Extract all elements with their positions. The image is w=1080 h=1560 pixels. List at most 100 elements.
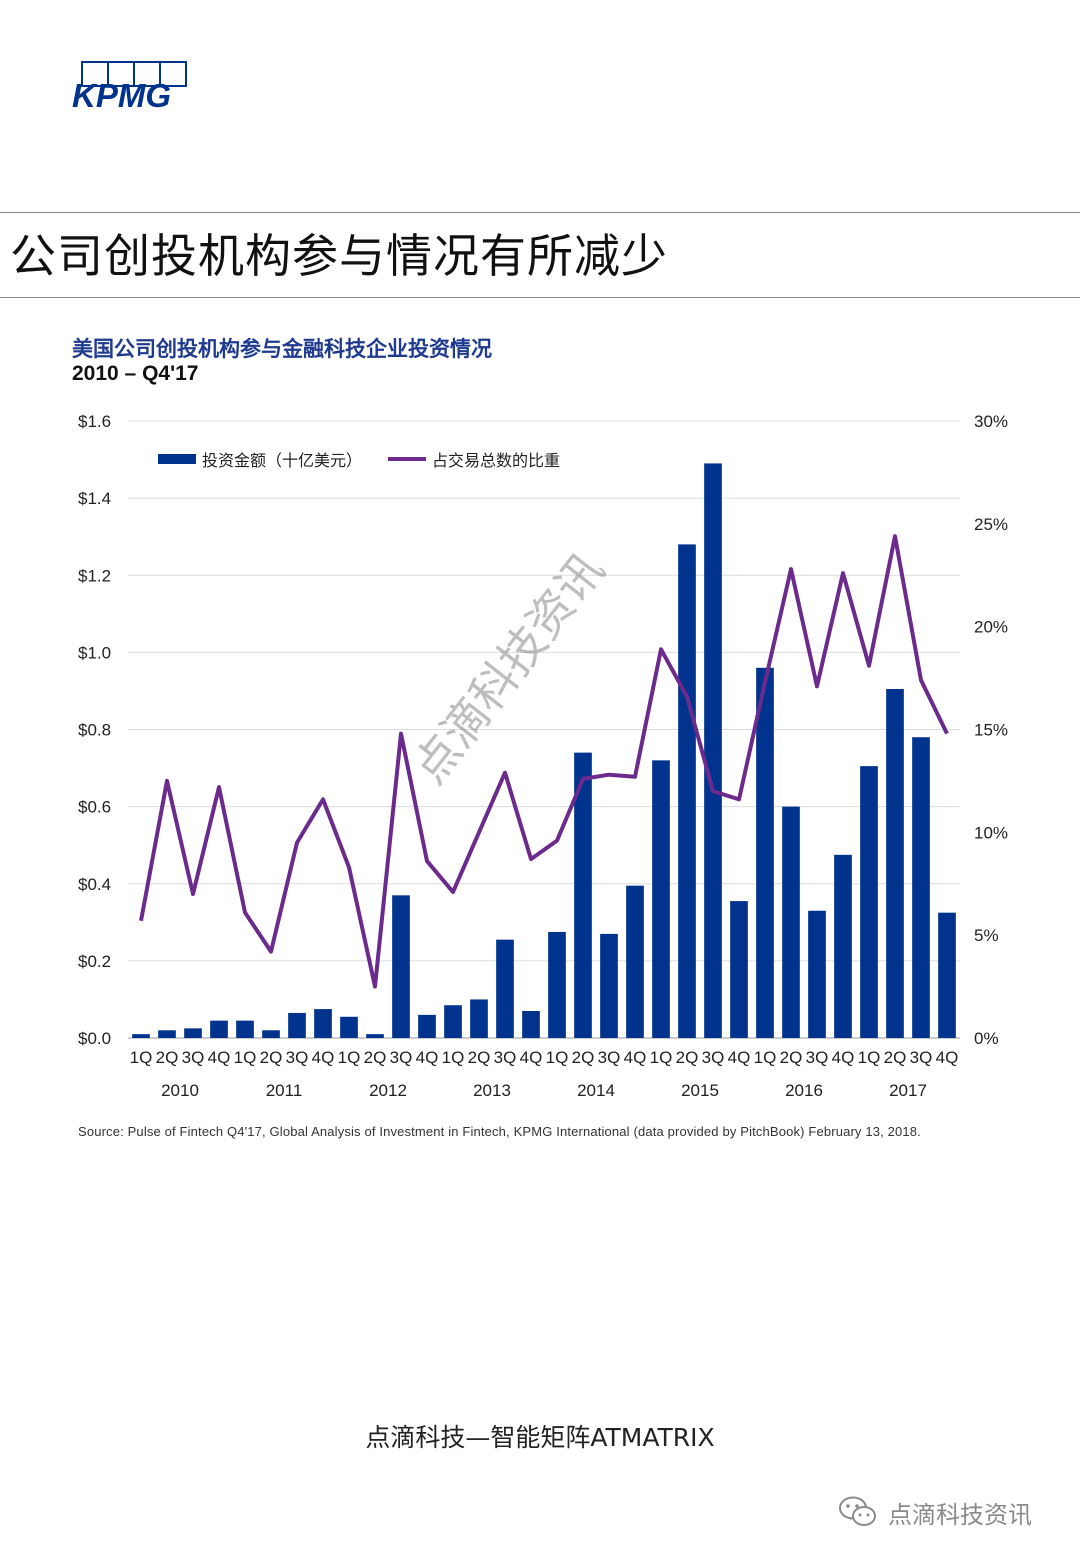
top-divider (0, 212, 1080, 213)
y-left-tick-label: $0.4 (78, 875, 111, 894)
bar (470, 999, 488, 1038)
bar (730, 901, 748, 1038)
bar (600, 933, 618, 1038)
y-left-tick-label: $0.0 (78, 1029, 111, 1048)
bar (236, 1020, 254, 1038)
y-right-tick-label: 5% (974, 926, 999, 945)
x-tick-label: 3Q (598, 1048, 621, 1067)
x-year-label: 2017 (889, 1081, 927, 1100)
wechat-icon (839, 1496, 876, 1526)
y-left-tick-label: $0.6 (78, 798, 111, 817)
bar (886, 689, 904, 1038)
y-right-tick-label: 30% (974, 412, 1008, 431)
x-tick-label: 4Q (832, 1048, 855, 1067)
bar (860, 766, 878, 1038)
y-left-tick-label: $1.2 (78, 566, 111, 585)
chart-title: 美国公司创投机构参与金融科技企业投资情况 (72, 337, 492, 361)
bar (522, 1011, 540, 1038)
x-tick-label: 3Q (702, 1048, 725, 1067)
y-right-tick-label: 10% (974, 823, 1008, 842)
bar (262, 1030, 280, 1038)
x-tick-label: 1Q (650, 1048, 673, 1067)
bar (366, 1034, 384, 1038)
bar (626, 885, 644, 1038)
x-tick-label: 1Q (130, 1048, 153, 1067)
bar (392, 895, 410, 1038)
x-tick-label: 3Q (390, 1048, 413, 1067)
bar (912, 737, 930, 1038)
bar (808, 910, 826, 1038)
x-tick-label: 3Q (182, 1048, 205, 1067)
x-year-label: 2011 (266, 1081, 303, 1100)
x-tick-label: 1Q (546, 1048, 569, 1067)
footer-text: 点滴科技—智能矩阵ATMATRIX (365, 1423, 715, 1452)
y-left-tick-label: $1.0 (78, 643, 111, 662)
bar (652, 760, 670, 1038)
x-year-label: 2014 (577, 1081, 615, 1100)
x-tick-label: 2Q (676, 1048, 699, 1067)
x-tick-label: 2Q (364, 1048, 387, 1067)
bar (314, 1009, 332, 1038)
bar (574, 752, 592, 1038)
x-tick-label: 4Q (416, 1048, 439, 1067)
bar (782, 806, 800, 1038)
x-tick-label: 4Q (520, 1048, 543, 1067)
bar (132, 1034, 150, 1038)
x-tick-label: 2Q (260, 1048, 283, 1067)
y-left-tick-label: $0.2 (78, 952, 111, 971)
bar (496, 939, 514, 1038)
x-tick-label: 3Q (494, 1048, 517, 1067)
bar (418, 1014, 436, 1038)
bar (340, 1016, 358, 1038)
wechat-account-name: 点滴科技资讯 (888, 1500, 1032, 1529)
x-tick-label: 1Q (858, 1048, 881, 1067)
wechat-badge: 点滴科技资讯 (838, 1492, 1032, 1532)
x-tick-label: 4Q (936, 1048, 959, 1067)
x-tick-label: 1Q (754, 1048, 777, 1067)
x-tick-label: 4Q (312, 1048, 335, 1067)
legend-line-label: 占交易总数的比重 (432, 452, 560, 470)
y-right-tick-label: 0% (974, 1029, 999, 1048)
bar (548, 931, 566, 1038)
bar (210, 1020, 228, 1038)
legend-bar-label: 投资金额（十亿美元） (202, 452, 362, 470)
page-title: 公司创投机构参与情况有所减少 (10, 229, 668, 283)
x-tick-label: 2Q (572, 1048, 595, 1067)
x-year-label: 2015 (681, 1081, 719, 1100)
y-right-tick-label: 20% (974, 618, 1008, 637)
x-year-label: 2012 (369, 1081, 407, 1100)
source-note: Source: Pulse of Fintech Q4'17, Global A… (78, 1124, 921, 1139)
y-left-tick-label: $0.8 (78, 721, 111, 740)
chart-subtitle: 2010 – Q4'17 (72, 362, 199, 385)
x-tick-label: 2Q (884, 1048, 907, 1067)
line-series-share (139, 534, 949, 989)
kpmg-logo: KPMG (72, 61, 187, 112)
x-tick-label: 1Q (234, 1048, 257, 1067)
x-tick-label: 4Q (208, 1048, 231, 1067)
title-divider (0, 297, 1080, 298)
x-year-label: 2013 (473, 1081, 511, 1100)
x-year-label: 2016 (785, 1081, 823, 1100)
x-tick-label: 2Q (468, 1048, 491, 1067)
bar (678, 544, 696, 1038)
bar (834, 854, 852, 1038)
bar (184, 1028, 202, 1038)
y-left-tick-label: $1.4 (78, 489, 111, 508)
bar (938, 912, 956, 1038)
y-left-tick-label: $1.6 (78, 412, 111, 431)
bar (158, 1030, 176, 1038)
x-tick-label: 3Q (286, 1048, 309, 1067)
x-tick-label: 1Q (442, 1048, 465, 1067)
x-tick-label: 2Q (780, 1048, 803, 1067)
bar (288, 1012, 306, 1038)
chart: $0.0 $0.2 $0.4 $0.6 $0.8 $1.0 $1.2 $1.4 $1.6 0% 5%… (78, 412, 1008, 1100)
legend-bar-swatch (158, 454, 196, 464)
kpmg-logo-text: KPMG (72, 77, 171, 112)
x-tick-label: 4Q (728, 1048, 751, 1067)
x-tick-label: 3Q (910, 1048, 933, 1067)
x-tick-label: 4Q (624, 1048, 647, 1067)
bar (756, 667, 774, 1038)
y-right-tick-label: 15% (974, 721, 1008, 740)
x-tick-label: 1Q (338, 1048, 361, 1067)
x-tick-label: 3Q (806, 1048, 829, 1067)
